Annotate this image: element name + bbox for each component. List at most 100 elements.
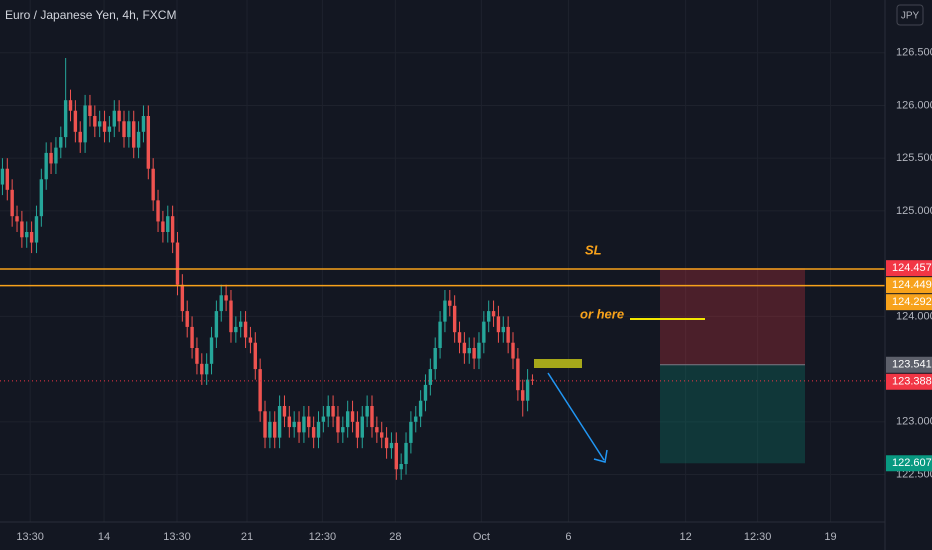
- candle-body: [404, 442, 408, 464]
- candle-body: [151, 168, 155, 201]
- candle-body: [190, 326, 194, 348]
- candle-body: [433, 348, 437, 370]
- currency-button[interactable]: [896, 4, 924, 26]
- candle-body: [530, 379, 535, 381]
- candle-body: [477, 342, 481, 359]
- annotation: or here: [580, 306, 624, 321]
- candle-body: [5, 168, 9, 190]
- candle-body: [384, 437, 389, 449]
- x-tick-label: 14: [98, 531, 110, 543]
- candle-body: [360, 416, 364, 438]
- candle-body: [258, 369, 262, 412]
- candle-body: [112, 110, 116, 127]
- candle-body: [238, 321, 243, 327]
- candle-body: [200, 363, 204, 375]
- candle-body: [44, 152, 48, 180]
- candle-body: [443, 300, 447, 322]
- candle-body: [467, 348, 471, 354]
- y-tick-label: 126.500: [896, 47, 932, 59]
- arrow-line: [547, 372, 605, 461]
- arrow-head: [593, 449, 608, 463]
- candle-body: [146, 116, 151, 169]
- candle-body: [462, 342, 467, 354]
- candle-body: [482, 321, 486, 343]
- candle-body: [59, 137, 63, 148]
- candle-body: [88, 105, 92, 116]
- candle-body: [83, 105, 87, 143]
- candle-body: [248, 337, 253, 343]
- x-tick-label: 12: [680, 531, 692, 543]
- position-tool: [660, 268, 805, 464]
- highlight-box: [534, 359, 582, 368]
- candle-body: [10, 189, 14, 217]
- candle-body: [511, 342, 515, 359]
- candle-body: [63, 100, 68, 138]
- candle-body: [141, 116, 146, 132]
- candle-body: [229, 300, 233, 333]
- x-tick-label: 6: [565, 531, 571, 543]
- candle-body: [224, 295, 228, 301]
- price-label-box: [886, 455, 932, 472]
- target-zone: [660, 364, 805, 464]
- candle-body: [170, 216, 175, 243]
- candle-body: [365, 406, 369, 417]
- candle-body: [501, 326, 505, 333]
- candle-body: [316, 421, 321, 438]
- candle-body: [127, 121, 131, 138]
- x-tick-label: 28: [389, 531, 401, 543]
- candle-body: [350, 411, 355, 422]
- price-label-box: [886, 260, 932, 277]
- candle-body: [287, 416, 292, 428]
- candle-body: [219, 295, 223, 312]
- candle-body: [525, 379, 530, 401]
- candle-body: [448, 300, 452, 306]
- y-tick-label: 126.000: [896, 99, 932, 111]
- candle-body: [268, 421, 272, 438]
- currency[interactable]: JPY: [901, 11, 920, 22]
- grid: [0, 0, 885, 522]
- candle-body: [292, 421, 296, 428]
- price-label-box: [886, 294, 932, 311]
- price-label: 123.388: [892, 376, 932, 388]
- candle-body: [273, 421, 277, 438]
- axes: 122.500 123.000 124.000 125.000 125.500 126.0…: [16, 47, 932, 543]
- candle-body: [68, 100, 73, 111]
- price-label: 123.541: [892, 359, 932, 371]
- candle-body: [302, 416, 306, 433]
- candle-body: [166, 216, 170, 232]
- annotation: SL: [585, 242, 602, 257]
- candle-body: [49, 152, 53, 164]
- candles: [0, 58, 885, 480]
- price-label-box: [886, 277, 932, 294]
- price-label-box: [886, 373, 932, 390]
- candle-body: [161, 221, 165, 232]
- candle-body: [107, 126, 112, 132]
- candle-body: [122, 121, 126, 138]
- candle-body: [409, 421, 413, 443]
- candle-body: [486, 311, 491, 322]
- candle-body: [243, 321, 248, 338]
- price-label: 124.457: [892, 262, 932, 274]
- chart-title: Euro / Japanese Yen, 4h, FXCM: [5, 8, 176, 22]
- candle-body: [25, 232, 29, 238]
- candle-body: [209, 337, 214, 364]
- candle-body: [418, 400, 423, 417]
- y-tick-label: 124.000: [896, 310, 932, 322]
- candle-body: [102, 121, 107, 132]
- candle-body: [423, 384, 428, 401]
- candle-body: [399, 464, 403, 470]
- candle-body: [93, 116, 97, 127]
- candle-body: [117, 110, 121, 122]
- price-label: 124.292: [892, 296, 932, 308]
- candle-body: [54, 147, 58, 164]
- candle-body: [321, 416, 326, 422]
- candle-body: [389, 442, 394, 449]
- price-label-box: [886, 356, 932, 373]
- candle-body: [234, 326, 238, 333]
- candle-body: [34, 216, 39, 243]
- candle-body: [297, 421, 301, 433]
- x-tick-label: 13:30: [163, 531, 191, 543]
- candle-body: [204, 363, 209, 375]
- candle-body: [195, 348, 199, 364]
